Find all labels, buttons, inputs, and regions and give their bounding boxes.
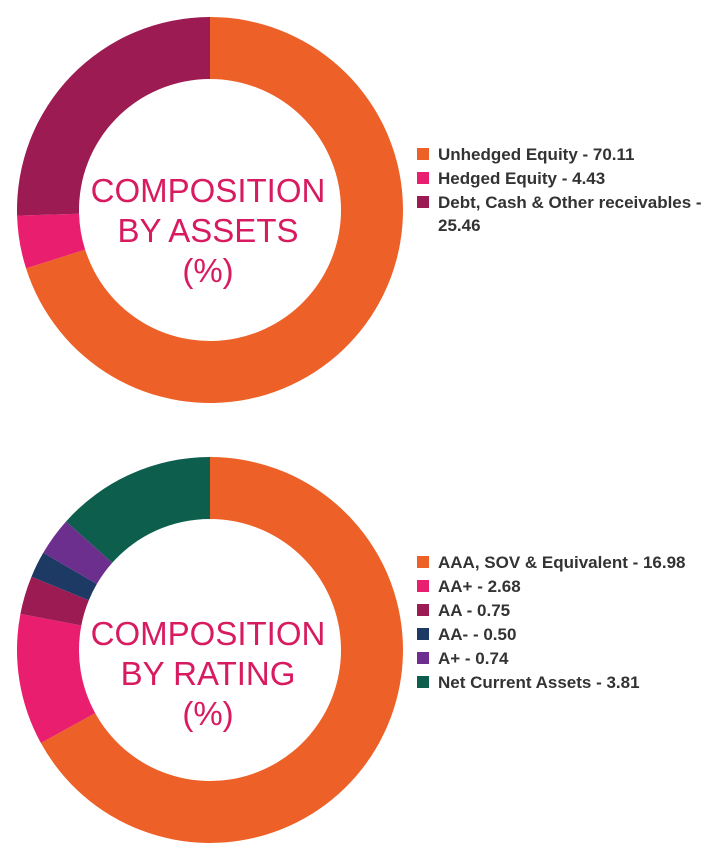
assets-title-line-2: BY ASSETS	[117, 212, 299, 249]
legend-swatch	[417, 172, 429, 184]
assets-legend-item-unhedged-equity: Unhedged Equity - 70.11	[417, 143, 717, 166]
rating-slice-3	[31, 552, 97, 601]
legend-swatch	[417, 148, 429, 160]
rating-legend-item-aa-minus: AA- - 0.50	[417, 623, 717, 646]
legend-swatch	[417, 604, 429, 616]
legend-label: Debt, Cash & Other receivables - 25.46	[438, 193, 702, 235]
assets-donut-chart	[16, 17, 403, 403]
assets-slice-1	[17, 213, 86, 269]
rating-title-line-3: (%)	[182, 695, 234, 732]
legend-label: AA+ - 2.68	[438, 577, 521, 596]
rating-slice-4	[43, 521, 113, 585]
assets-title-line-3: (%)	[182, 252, 234, 289]
legend-label: AAA, SOV & Equivalent - 16.98	[438, 553, 686, 572]
rating-title-line-2: BY RATING	[120, 655, 296, 692]
rating-slice-2	[20, 576, 89, 626]
assets-title-line-1: COMPOSITION	[90, 172, 326, 209]
rating-legend-item-aaa: AAA, SOV & Equivalent - 16.98	[417, 551, 717, 574]
legend-swatch	[417, 652, 429, 664]
assets-chart-title: COMPOSITION BY ASSETS (%)	[58, 171, 358, 291]
rating-legend: AAA, SOV & Equivalent - 16.98 AA+ - 2.68…	[417, 551, 717, 695]
rating-legend-item-aa: AA - 0.75	[417, 599, 717, 622]
legend-swatch	[417, 628, 429, 640]
assets-legend-item-debt-cash: Debt, Cash & Other receivables - 25.46	[417, 191, 717, 237]
legend-label: Unhedged Equity - 70.11	[438, 145, 635, 164]
rating-title-line-1: COMPOSITION	[90, 615, 326, 652]
assets-slice-0	[26, 17, 403, 403]
legend-swatch	[417, 196, 429, 208]
legend-swatch	[417, 556, 429, 568]
rating-legend-item-aa-plus: AA+ - 2.68	[417, 575, 717, 598]
assets-legend-item-hedged-equity: Hedged Equity - 4.43	[417, 167, 717, 190]
rating-slice-0	[40, 457, 404, 843]
legend-label: AA- - 0.50	[438, 625, 517, 644]
legend-label: Net Current Assets - 3.81	[438, 673, 640, 692]
assets-legend: Unhedged Equity - 70.11 Hedged Equity - …	[417, 143, 717, 238]
rating-slice-5	[66, 457, 210, 563]
rating-legend-item-a-plus: A+ - 0.74	[417, 647, 717, 670]
assets-slice-2	[16, 17, 210, 216]
rating-legend-item-net-current-assets: Net Current Assets - 3.81	[417, 671, 717, 694]
legend-swatch	[417, 676, 429, 688]
legend-label: A+ - 0.74	[438, 649, 509, 668]
legend-label: Hedged Equity - 4.43	[438, 169, 606, 188]
rating-chart-title: COMPOSITION BY RATING (%)	[58, 614, 358, 734]
legend-label: AA - 0.75	[438, 601, 511, 620]
legend-swatch	[417, 580, 429, 592]
rating-donut-chart	[17, 457, 404, 843]
rating-slice-1	[17, 613, 96, 743]
